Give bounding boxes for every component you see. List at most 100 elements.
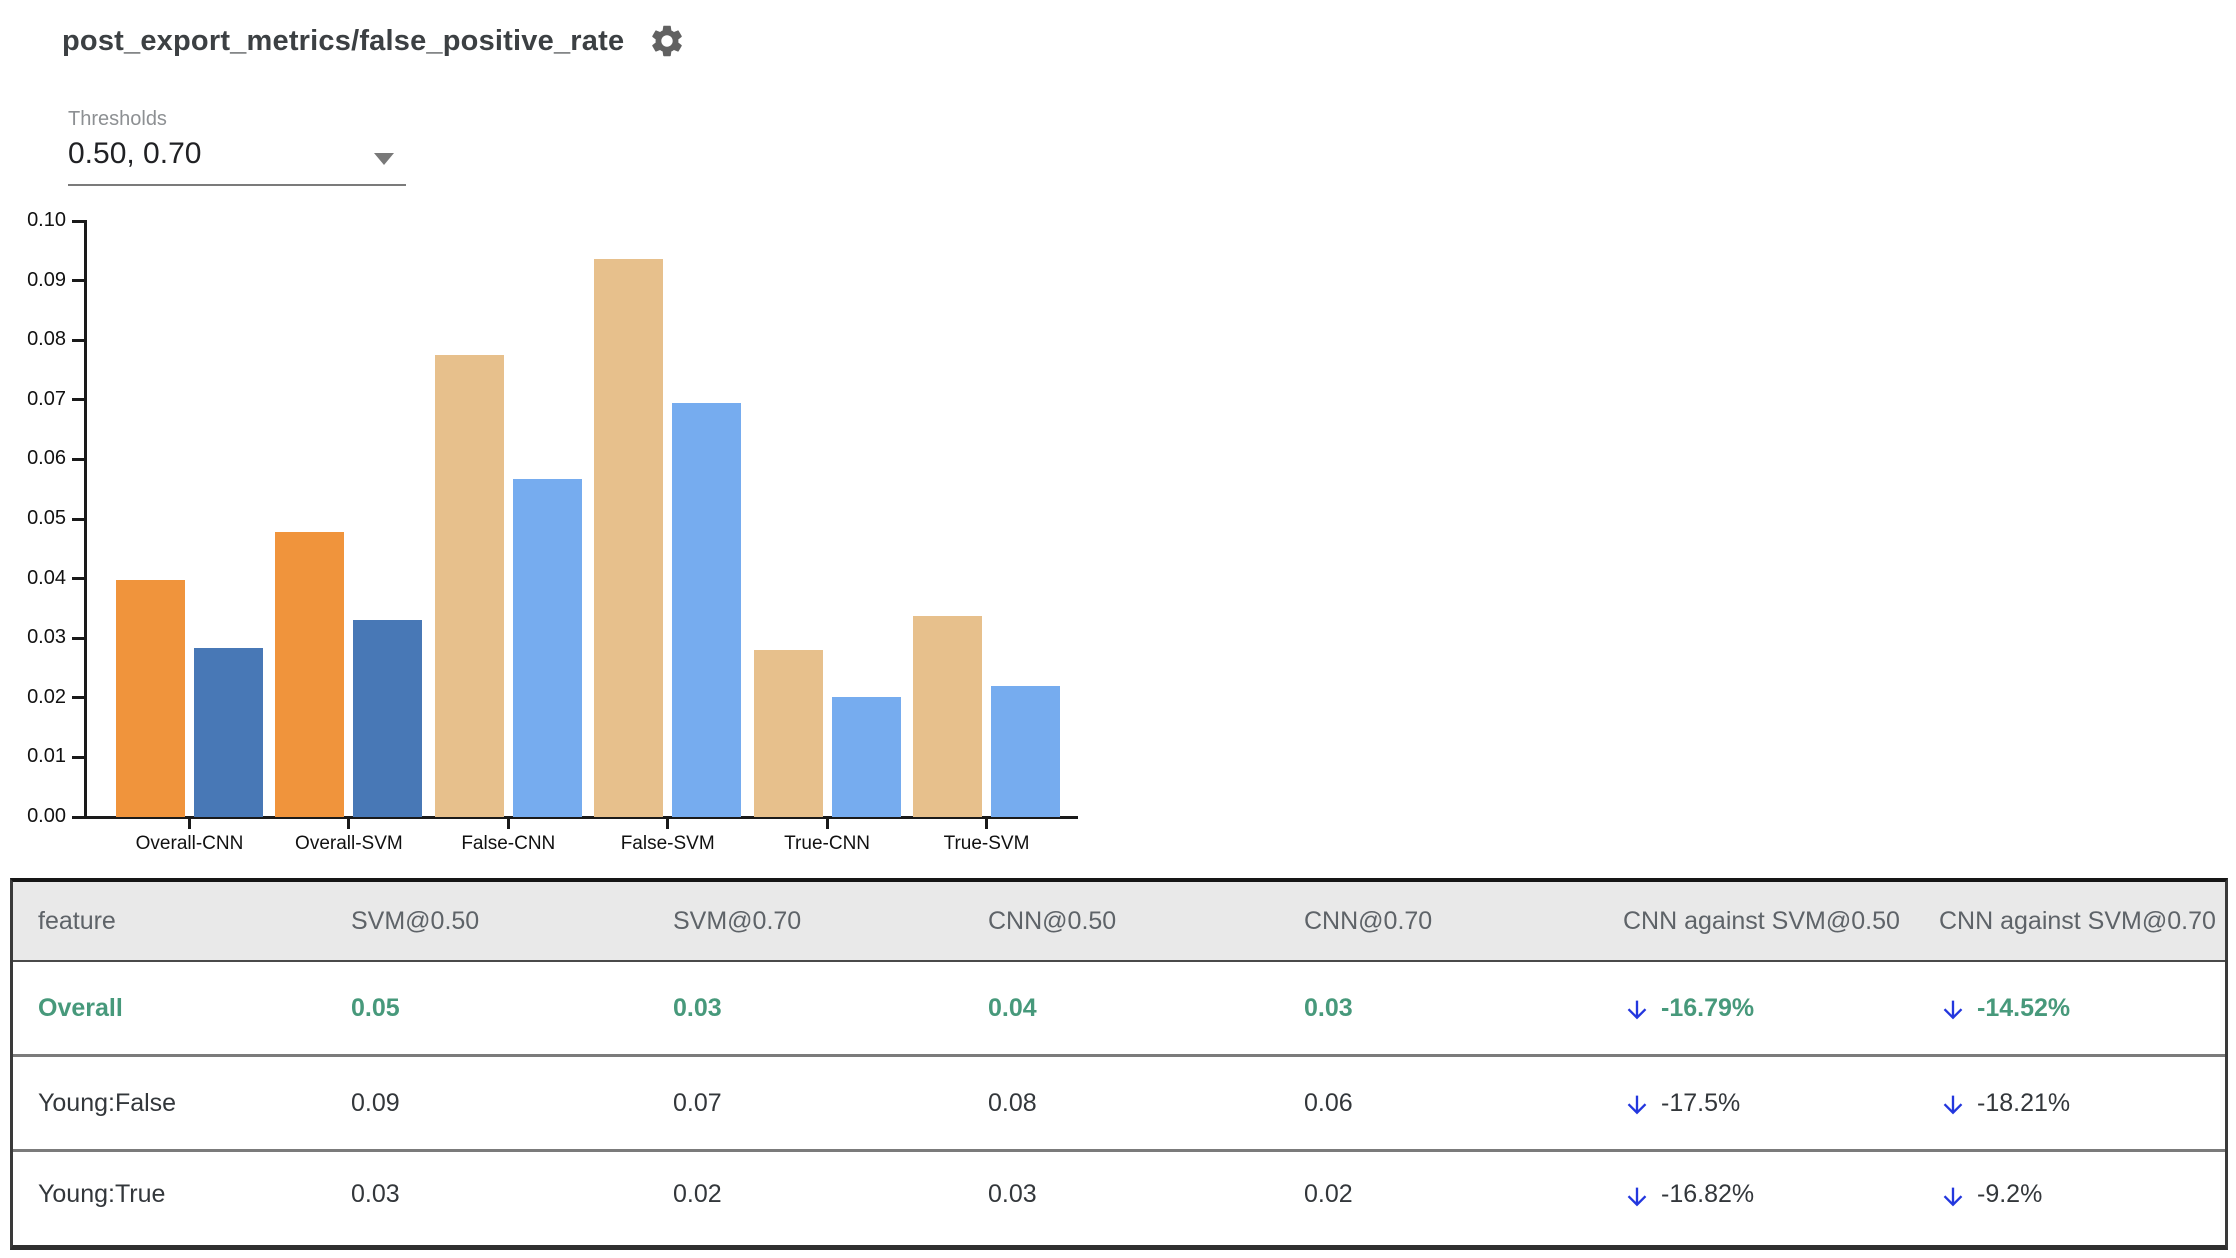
metric-value-cell: 0.03 bbox=[1304, 993, 1353, 1022]
x-axis-tick bbox=[985, 817, 988, 829]
arrow-down-icon bbox=[1627, 1095, 1647, 1115]
arrow-down-icon bbox=[1627, 1187, 1647, 1206]
bar bbox=[512, 479, 582, 817]
y-axis-tick bbox=[72, 577, 84, 581]
y-axis-tick-label: 0.01 bbox=[27, 745, 66, 768]
y-axis-tick bbox=[72, 398, 84, 402]
feature-cell: Young:True bbox=[38, 1180, 166, 1208]
y-axis-tick-label: 0.02 bbox=[27, 685, 66, 708]
comparison-cell: -9.2% bbox=[1939, 1180, 2225, 1210]
y-axis-tick-label: 0.10 bbox=[27, 209, 66, 231]
x-axis-tick bbox=[188, 817, 191, 829]
y-axis-tick bbox=[72, 219, 84, 223]
bar bbox=[753, 650, 823, 817]
table-row: Young:False 0.09 0.07 0.08 0.06 -17.5% -18.21% bbox=[13, 1057, 2225, 1152]
y-axis-line bbox=[84, 220, 87, 818]
metric-value-cell: 0.02 bbox=[673, 1180, 722, 1208]
false-positive-rate-bar-chart: 0.00 0.01 0.02 0.03 0.04 0.05 0.06 0.07 0.08 0.09… bbox=[0, 0, 1100, 880]
column-header: feature bbox=[38, 906, 116, 935]
comparison-cell: -14.52% bbox=[1939, 993, 2225, 1023]
bar bbox=[991, 686, 1060, 817]
table-row: Young:True 0.03 0.02 0.03 0.02 -16.82% -9.2% bbox=[13, 1152, 2225, 1237]
x-axis-label: Overall-CNN bbox=[135, 833, 244, 854]
panel-header: post_export_metrics/false_positive_rate bbox=[62, 22, 686, 60]
y-axis-tick bbox=[72, 338, 84, 342]
x-axis-label: True-SVM bbox=[943, 833, 1030, 854]
x-axis-label: True-CNN bbox=[784, 833, 871, 854]
comparison-cell: -16.82% bbox=[1623, 1180, 1939, 1210]
table-row: Overall 0.05 0.03 0.04 0.03 -16.79% -14.52% bbox=[13, 962, 2225, 1057]
metric-value-cell: 0.03 bbox=[673, 993, 722, 1022]
y-axis-tick bbox=[72, 815, 84, 819]
x-axis-label: Overall-SVM bbox=[295, 833, 403, 854]
y-axis-tick bbox=[72, 517, 84, 521]
comparison-cell: -18.21% bbox=[1939, 1088, 2225, 1118]
settings-gear-icon[interactable] bbox=[648, 22, 686, 60]
metric-value-cell: 0.06 bbox=[1304, 1088, 1353, 1117]
metric-value-cell: 0.02 bbox=[1304, 1180, 1353, 1208]
bar bbox=[913, 616, 982, 817]
y-axis-tick bbox=[72, 279, 84, 283]
y-axis-tick-label: 0.07 bbox=[27, 387, 66, 410]
comparison-percent: -14.52% bbox=[1977, 993, 2071, 1022]
comparison-percent: -9.2% bbox=[1977, 1180, 2043, 1208]
thresholds-dropdown[interactable]: Thresholds 0.50, 0.70 bbox=[68, 108, 406, 186]
x-axis-label: False-SVM bbox=[620, 833, 715, 854]
x-axis-line bbox=[84, 816, 1078, 819]
thresholds-label: Thresholds bbox=[68, 108, 167, 130]
feature-cell: Overall bbox=[38, 993, 123, 1022]
arrow-down-icon bbox=[1943, 1095, 1963, 1115]
y-axis-tick bbox=[72, 755, 84, 759]
comparison-percent: -17.5% bbox=[1661, 1088, 1741, 1117]
bar bbox=[594, 259, 664, 817]
x-axis-tick bbox=[666, 817, 670, 829]
column-header: CNN against SVM@0.70 bbox=[1939, 906, 2216, 935]
metric-value-cell: 0.03 bbox=[988, 1180, 1037, 1208]
bar bbox=[672, 403, 742, 817]
metrics-table: feature SVM@0.50 SVM@0.70 CNN@0.50 CNN@0.70 C… bbox=[10, 878, 2228, 1250]
x-axis-label: False-CNN bbox=[461, 833, 556, 854]
arrow-down-icon bbox=[1627, 1000, 1647, 1020]
metric-value-cell: 0.03 bbox=[351, 1180, 400, 1208]
arrow-down-icon bbox=[1943, 1000, 1963, 1020]
metric-value-cell: 0.05 bbox=[351, 993, 400, 1022]
x-axis-tick bbox=[506, 817, 510, 829]
column-header: SVM@0.50 bbox=[351, 906, 480, 935]
bar bbox=[275, 532, 345, 817]
column-header: CNN against SVM@0.50 bbox=[1623, 906, 1900, 935]
y-axis-tick bbox=[72, 457, 84, 461]
x-axis-tick bbox=[825, 817, 829, 829]
y-axis-tick bbox=[72, 696, 84, 700]
y-axis-tick-label: 0.03 bbox=[27, 626, 66, 649]
metric-value-cell: 0.08 bbox=[988, 1088, 1037, 1117]
column-header: CNN@0.50 bbox=[988, 906, 1117, 935]
table-header-row: feature SVM@0.50 SVM@0.70 CNN@0.50 CNN@0.70 C… bbox=[13, 882, 2225, 962]
y-axis-tick-label: 0.04 bbox=[27, 566, 66, 589]
comparison-percent: -16.82% bbox=[1661, 1180, 1755, 1208]
y-axis-tick-label: 0.09 bbox=[27, 268, 66, 291]
bar bbox=[194, 648, 263, 817]
comparison-cell: -17.5% bbox=[1623, 1088, 1939, 1118]
comparison-cell: -16.79% bbox=[1623, 993, 1939, 1023]
chevron-down-icon bbox=[374, 153, 394, 165]
y-axis-tick bbox=[72, 636, 84, 640]
dropdown-underline bbox=[68, 184, 406, 186]
feature-cell: Young:False bbox=[38, 1088, 177, 1117]
metric-value-cell: 0.07 bbox=[673, 1088, 722, 1117]
column-header: CNN@0.70 bbox=[1304, 906, 1433, 935]
x-axis-tick bbox=[347, 817, 351, 829]
page-title: post_export_metrics/false_positive_rate bbox=[62, 24, 625, 57]
metric-value-cell: 0.09 bbox=[351, 1088, 400, 1117]
comparison-percent: -16.79% bbox=[1661, 993, 1755, 1022]
y-axis-tick-label: 0.06 bbox=[27, 447, 66, 470]
bar bbox=[116, 580, 185, 817]
bar bbox=[353, 620, 423, 817]
comparison-percent: -18.21% bbox=[1977, 1088, 2071, 1117]
bar bbox=[831, 697, 901, 817]
y-axis-tick-label: 0.00 bbox=[27, 805, 66, 827]
metric-value-cell: 0.04 bbox=[988, 993, 1037, 1022]
thresholds-value: 0.50, 0.70 bbox=[68, 137, 202, 170]
arrow-down-icon bbox=[1943, 1187, 1963, 1206]
column-header: SVM@0.70 bbox=[673, 906, 802, 935]
